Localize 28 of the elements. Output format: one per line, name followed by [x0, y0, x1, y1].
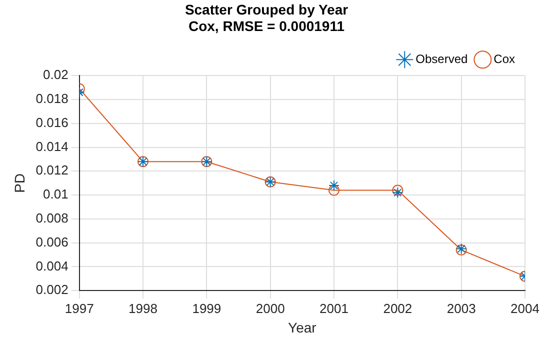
y-axis-title: PD — [11, 173, 28, 193]
y-tick-label: 0.002 — [36, 282, 68, 298]
point — [392, 184, 404, 196]
x-tick-label: 2000 — [256, 300, 285, 316]
y-tick-label: 0.008 — [36, 210, 68, 226]
y-tick-label: 0.01 — [43, 186, 68, 202]
x-tick-label: 2001 — [320, 300, 348, 316]
point — [392, 187, 404, 198]
x-tick-label: 2004 — [510, 300, 540, 316]
y-tick-label: 0.018 — [36, 91, 68, 106]
x-tick-label: 1997 — [64, 300, 94, 316]
x-tick-label: 2002 — [383, 300, 412, 316]
legend-label: Cox — [494, 52, 516, 66]
y-tick-label: 0.004 — [36, 258, 68, 274]
chart-title: Scatter Grouped by Year — [184, 1, 349, 18]
chart-subtitle: Cox, RMSE = 0.0001911 — [188, 18, 345, 34]
point — [328, 184, 340, 196]
y-tick-label: 0.006 — [36, 234, 68, 250]
x-axis-title: Year — [288, 319, 317, 336]
point — [328, 180, 340, 191]
y-tick-label: 0.012 — [36, 162, 68, 178]
x-tick-label: 2003 — [446, 300, 476, 316]
y-tick-label: 0.014 — [36, 138, 68, 154]
legend-label: Observed — [416, 52, 468, 66]
x-tick-label: 1998 — [128, 300, 158, 316]
y-tick-label: 0.016 — [36, 114, 68, 130]
x-tick-label: 1999 — [192, 300, 222, 316]
y-tick-label: 0.02 — [43, 67, 68, 82]
